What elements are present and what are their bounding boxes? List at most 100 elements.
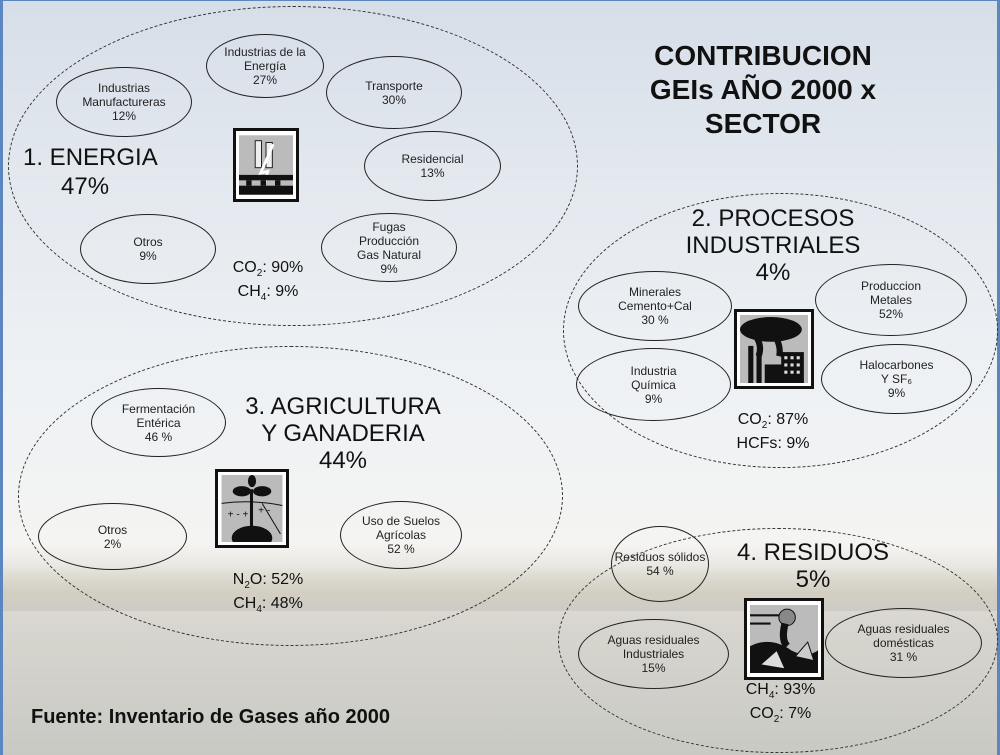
subcategory-label: Residuos sólidos bbox=[614, 550, 706, 564]
gas-formula: CH bbox=[233, 595, 257, 613]
subcategory-label: Industriales bbox=[622, 647, 685, 661]
gas-formula: N bbox=[232, 571, 245, 588]
subcategory-percent: 9% bbox=[644, 391, 663, 406]
subcategory-label: Industrias bbox=[97, 81, 151, 95]
gas-line: CO2: 7% bbox=[728, 705, 833, 729]
subcategory-ellipse: Minerales Cemento+Cal 30 % bbox=[578, 271, 732, 341]
gas-subscript: 4 bbox=[260, 292, 267, 304]
gas-subscript: 2 bbox=[761, 420, 768, 432]
subcategory-label: Industrias de la bbox=[224, 45, 306, 59]
source-note: Fuente: Inventario de Gases año 2000 bbox=[31, 706, 391, 728]
subcategory-label: Transporte bbox=[365, 78, 423, 93]
gas-composition: N2O: 52% CH4: 48% bbox=[218, 571, 318, 619]
subcategory-percent: 31 % bbox=[889, 650, 918, 664]
main-title: CONTRIBUCION GEIs AÑO 2000 x SECTOR bbox=[603, 39, 923, 141]
subcategory-percent: 30% bbox=[381, 92, 407, 107]
gas-subscript: 4 bbox=[768, 690, 775, 702]
sector-group-energia bbox=[8, 6, 578, 326]
gas-formula: HCFs bbox=[736, 435, 778, 453]
sector-title-procesos-industriales: 2. PROCESOS INDUSTRIALES 4% bbox=[643, 205, 903, 286]
sector-title-line: INDUSTRIALES bbox=[685, 232, 861, 259]
plant-icon: + - + + - bbox=[215, 469, 289, 548]
gas-subscript: 2 bbox=[244, 580, 250, 592]
subcategory-label: Otros bbox=[133, 235, 163, 249]
sector-title-line: 4. RESIDUOS bbox=[736, 539, 890, 566]
subcategory-ellipse: Uso de Suelos Agrícolas 52 % bbox=[340, 501, 462, 569]
subcategory-ellipse: Halocarbones Y SF₆ 9% bbox=[821, 344, 972, 414]
gas-line: CO2: 87% bbox=[718, 411, 828, 435]
subcategory-ellipse: Fermentación Entérica 46 % bbox=[91, 388, 226, 457]
gas-value: : 9% bbox=[777, 435, 810, 453]
subcategory-label: Industria bbox=[630, 363, 677, 378]
sector-percent: 5% bbox=[795, 566, 831, 593]
subcategory-label: Cemento+Cal bbox=[618, 299, 692, 313]
subcategory-label: Aguas residuales bbox=[607, 633, 700, 647]
gas-formula: CO bbox=[749, 705, 774, 723]
subcategory-percent: 27% bbox=[252, 73, 278, 87]
sector-group-procesos-industriales bbox=[563, 193, 998, 468]
svg-text:+ - +: + - + bbox=[228, 510, 249, 521]
power-plant-icon bbox=[233, 128, 299, 202]
gas-value: O: 52% bbox=[249, 571, 304, 588]
gas-subscript: 2 bbox=[773, 714, 780, 726]
main-title-line: SECTOR bbox=[704, 108, 822, 139]
subcategory-percent: 13% bbox=[420, 166, 445, 180]
gas-composition: CO2: 87% HCFs: 9% bbox=[718, 411, 828, 459]
gas-formula: CO bbox=[737, 411, 762, 428]
sector-title-line: 3. AGRICULTURA bbox=[245, 393, 441, 420]
subcategory-label: Y SF₆ bbox=[880, 372, 913, 386]
gas-value: : 9% bbox=[266, 283, 299, 301]
subcategory-label: Manufactureras bbox=[82, 95, 166, 109]
subcategory-label: Otros bbox=[97, 522, 128, 537]
subcategory-ellipse: Transporte 30% bbox=[326, 56, 462, 129]
sector-title-line: Y GANADERIA bbox=[261, 420, 425, 447]
gas-line: N2O: 52% bbox=[218, 571, 318, 595]
subcategory-percent: 12% bbox=[111, 109, 137, 123]
gas-line: CH4: 48% bbox=[218, 595, 318, 619]
svg-text:+ -: + - bbox=[258, 506, 270, 517]
sector-title-energia: 1. ENERGIA 47% bbox=[23, 144, 183, 200]
gas-value: : 48% bbox=[261, 595, 303, 613]
subcategory-label: Entérica bbox=[136, 415, 181, 430]
subcategory-ellipse: Industrias de la Energía 27% bbox=[206, 34, 324, 98]
subcategory-label: Residencial bbox=[401, 152, 464, 166]
gas-line: CO2: 90% bbox=[223, 259, 313, 283]
waste-icon bbox=[744, 598, 824, 680]
subcategory-ellipse: Industria Química 9% bbox=[576, 348, 731, 421]
sector-group-agricultura bbox=[18, 346, 563, 646]
subcategory-ellipse: Aguas residuales Industriales 15% bbox=[578, 619, 729, 689]
subcategory-label: Agrícolas bbox=[375, 528, 427, 542]
gas-subscript: 2 bbox=[256, 268, 263, 280]
gas-formula: CH bbox=[237, 283, 261, 301]
subcategory-percent: 9% bbox=[139, 249, 157, 263]
subcategory-ellipse: Residencial 13% bbox=[364, 131, 501, 201]
subcategory-label: Fugas bbox=[372, 219, 406, 234]
subcategory-ellipse: Residuos sólidos 54 % bbox=[611, 526, 709, 602]
subcategory-label: Producción bbox=[358, 233, 420, 248]
subcategory-label: Energía bbox=[243, 59, 287, 73]
main-title-line: GEIs AÑO 2000 x bbox=[649, 74, 877, 105]
subcategory-label: Química bbox=[631, 377, 676, 392]
subcategory-label: Fermentación bbox=[121, 401, 196, 416]
subcategory-ellipse: Otros 2% bbox=[38, 503, 187, 570]
subcategory-label: Uso de Suelos bbox=[361, 514, 441, 528]
subcategory-ellipse: Otros 9% bbox=[80, 214, 216, 284]
subcategory-ellipse: Aguas residuales domésticas 31 % bbox=[825, 608, 982, 678]
sector-title-line: 1. ENERGIA bbox=[23, 144, 158, 171]
subcategory-percent: 2% bbox=[103, 536, 122, 551]
sector-percent: 4% bbox=[755, 259, 791, 286]
gas-composition: CH4: 93% CO2: 7% bbox=[728, 681, 833, 729]
subcategory-percent: 52% bbox=[878, 307, 904, 321]
subcategory-label: Metales bbox=[869, 293, 913, 307]
main-title-line: CONTRIBUCION bbox=[654, 40, 872, 71]
sector-group-residuos bbox=[558, 528, 998, 753]
gas-formula: CH bbox=[745, 681, 769, 698]
gas-value: : 7% bbox=[779, 705, 812, 723]
subcategory-label: domésticas bbox=[873, 636, 934, 650]
gas-line: HCFs: 9% bbox=[718, 435, 828, 459]
subcategory-ellipse: Produccion Metales 52% bbox=[815, 264, 967, 336]
subcategory-label: Halocarbones bbox=[859, 358, 934, 372]
subcategory-label: Produccion bbox=[860, 279, 922, 293]
subcategory-percent: 9% bbox=[887, 386, 906, 400]
